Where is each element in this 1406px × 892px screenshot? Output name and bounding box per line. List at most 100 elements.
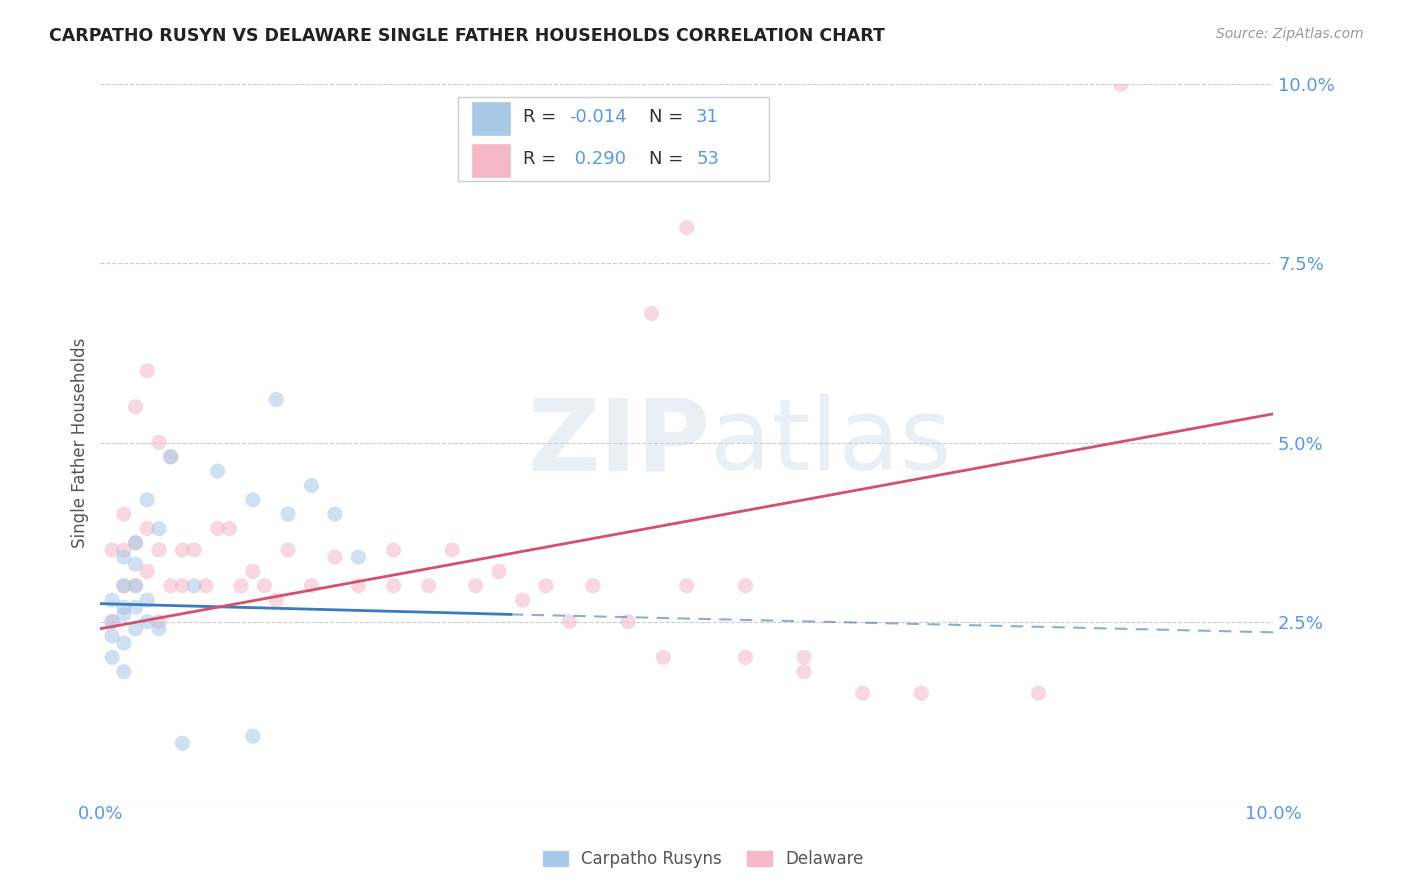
Point <box>512 593 534 607</box>
Point <box>218 521 240 535</box>
Point <box>183 579 205 593</box>
Point <box>734 579 756 593</box>
Text: 31: 31 <box>696 108 718 126</box>
Point <box>441 543 464 558</box>
Point <box>323 507 346 521</box>
Point <box>675 579 697 593</box>
Point <box>101 615 124 629</box>
Point <box>159 579 181 593</box>
Point <box>582 579 605 593</box>
Point <box>136 364 159 378</box>
Point <box>277 507 299 521</box>
Point <box>418 579 440 593</box>
Text: 53: 53 <box>696 150 718 168</box>
Point <box>112 579 135 593</box>
FancyBboxPatch shape <box>472 144 509 177</box>
Point <box>112 600 135 615</box>
Point <box>183 543 205 558</box>
Point <box>253 579 276 593</box>
Point <box>242 492 264 507</box>
Point <box>112 665 135 679</box>
Point <box>793 650 815 665</box>
Text: Source: ZipAtlas.com: Source: ZipAtlas.com <box>1216 27 1364 41</box>
Point <box>124 600 146 615</box>
Point <box>148 435 170 450</box>
Point <box>172 579 194 593</box>
Point <box>148 615 170 629</box>
Point <box>910 686 932 700</box>
Point <box>101 615 124 629</box>
Text: R =: R = <box>523 108 561 126</box>
Y-axis label: Single Father Households: Single Father Households <box>72 337 89 548</box>
Point <box>229 579 252 593</box>
Point <box>488 565 510 579</box>
Text: -0.014: -0.014 <box>569 108 627 126</box>
Point <box>652 650 675 665</box>
Point <box>264 392 287 407</box>
Point <box>101 593 124 607</box>
Point <box>347 550 370 565</box>
Point <box>148 543 170 558</box>
Point <box>382 543 405 558</box>
Point <box>124 579 146 593</box>
Text: N =: N = <box>650 108 689 126</box>
Point <box>101 543 124 558</box>
Text: R =: R = <box>523 150 561 168</box>
Point <box>558 615 581 629</box>
Point <box>464 579 486 593</box>
FancyBboxPatch shape <box>472 102 509 135</box>
Text: 0.290: 0.290 <box>569 150 627 168</box>
Point <box>207 464 229 478</box>
Point <box>159 450 181 464</box>
Point <box>534 579 557 593</box>
Point <box>112 507 135 521</box>
Point <box>124 536 146 550</box>
Point <box>112 543 135 558</box>
Point <box>124 536 146 550</box>
Point <box>194 579 217 593</box>
Text: ZIP: ZIP <box>527 394 710 491</box>
Point <box>382 579 405 593</box>
FancyBboxPatch shape <box>458 96 769 181</box>
Point <box>172 543 194 558</box>
Text: CARPATHO RUSYN VS DELAWARE SINGLE FATHER HOUSEHOLDS CORRELATION CHART: CARPATHO RUSYN VS DELAWARE SINGLE FATHER… <box>49 27 886 45</box>
Point <box>734 650 756 665</box>
Point <box>136 565 159 579</box>
Point <box>112 636 135 650</box>
Point <box>207 521 229 535</box>
Point <box>124 579 146 593</box>
Text: N =: N = <box>650 150 689 168</box>
Text: atlas: atlas <box>710 394 952 491</box>
Point <box>112 607 135 622</box>
Point <box>617 615 640 629</box>
Point <box>112 579 135 593</box>
Legend: Carpatho Rusyns, Delaware: Carpatho Rusyns, Delaware <box>536 844 870 875</box>
Point <box>301 579 323 593</box>
Point <box>264 593 287 607</box>
Point <box>640 307 662 321</box>
Point <box>301 478 323 492</box>
Point <box>136 492 159 507</box>
Point <box>136 521 159 535</box>
Point <box>242 729 264 743</box>
Point <box>124 622 146 636</box>
Point <box>1109 78 1132 92</box>
Point <box>101 629 124 643</box>
Point <box>101 650 124 665</box>
Point <box>347 579 370 593</box>
Point <box>136 615 159 629</box>
Point <box>323 550 346 565</box>
Point <box>112 550 135 565</box>
Point <box>793 665 815 679</box>
Point <box>242 565 264 579</box>
Point <box>136 593 159 607</box>
Point <box>124 558 146 572</box>
Point <box>172 736 194 750</box>
Point <box>148 622 170 636</box>
Point <box>675 220 697 235</box>
Point <box>148 521 170 535</box>
Point <box>852 686 875 700</box>
Point <box>1028 686 1050 700</box>
Point <box>277 543 299 558</box>
Point <box>124 400 146 414</box>
